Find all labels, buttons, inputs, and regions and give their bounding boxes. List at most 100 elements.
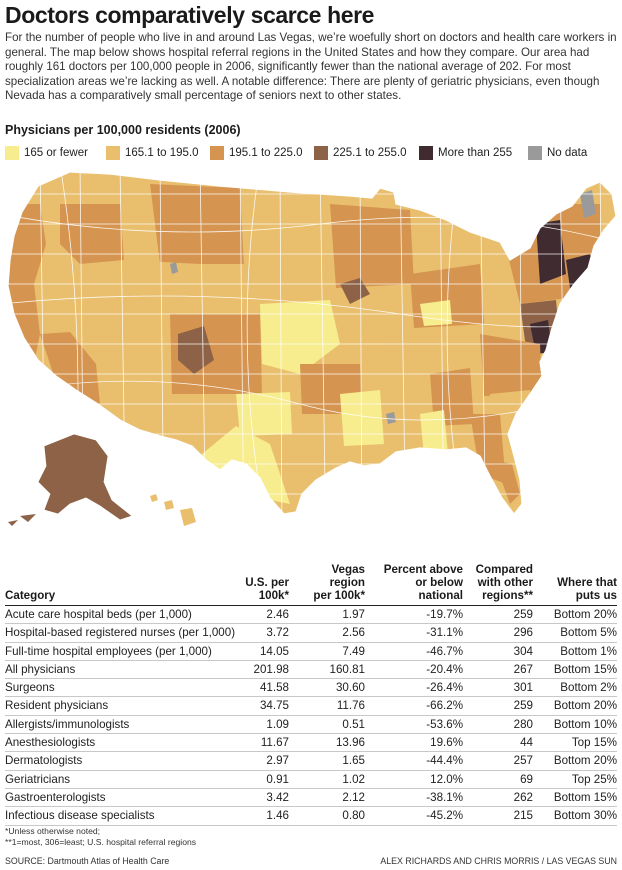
- cell-us: 41.58: [259, 681, 289, 695]
- legend-item-more-than-255: More than 255: [419, 145, 512, 161]
- cell-vegas: 2.56: [342, 626, 365, 640]
- cell-compared: 262: [513, 790, 533, 804]
- cell-vegas: 30.60: [335, 681, 365, 695]
- table-body: Acute care hospital beds (per 1,000) 2.46…: [5, 606, 617, 826]
- cell-where: Bottom 20%: [553, 754, 617, 768]
- cell-compared: 267: [513, 662, 533, 676]
- legend-item-165-195: 165.1 to 195.0: [106, 145, 199, 161]
- cell-category: Acute care hospital beds (per 1,000): [5, 608, 192, 621]
- cell-vegas: 1.97: [342, 608, 365, 621]
- legend-swatch: [210, 146, 224, 160]
- cell-compared: 304: [513, 644, 533, 658]
- cell-us: 11.67: [260, 736, 289, 750]
- cell-where: Bottom 15%: [553, 662, 617, 676]
- cell-percent: -19.7%: [426, 608, 463, 621]
- cell-compared: 301: [513, 681, 533, 695]
- cell-vegas: 0.51: [342, 717, 365, 731]
- cell-vegas: 13.96: [335, 736, 365, 750]
- legend-swatch: [419, 146, 433, 160]
- legend-label: No data: [547, 147, 588, 159]
- table-row: Full-time hospital employees (per 1,000)…: [5, 643, 617, 661]
- cell-compared: 259: [513, 699, 533, 713]
- cell-category: Full-time hospital employees (per 1,000): [5, 644, 212, 658]
- legend-swatch: [106, 146, 120, 160]
- cell-us: 2.97: [266, 754, 289, 768]
- legend-item-no-data: No data: [528, 145, 587, 161]
- footnote: *Unless otherwise noted;: [5, 826, 101, 836]
- cell-vegas: 160.81: [329, 662, 365, 676]
- cell-percent: -38.1%: [426, 790, 463, 804]
- cell-percent: -20.4%: [426, 662, 463, 676]
- hospital-referral-region-map: [0, 164, 622, 548]
- cell-compared: 280: [513, 717, 533, 731]
- cell-category: Surgeons: [5, 681, 55, 695]
- legend-swatch: [5, 146, 19, 160]
- cell-percent: -45.2%: [426, 809, 463, 823]
- cell-vegas: 1.65: [342, 754, 365, 768]
- legend-item-165-or-fewer: 165 or fewer: [5, 145, 88, 161]
- cell-us: 1.09: [266, 717, 289, 731]
- cell-us: 1.46: [266, 809, 289, 823]
- cell-percent: 19.6%: [430, 736, 463, 750]
- cell-where: Bottom 1%: [560, 644, 617, 658]
- cell-where: Top 15%: [571, 736, 617, 750]
- cell-vegas: 7.49: [342, 644, 365, 658]
- legend-label: 225.1 to 255.0: [333, 147, 407, 159]
- header-vegas: Vegas region per 100k*: [313, 563, 365, 602]
- cell-where: Bottom 20%: [553, 608, 617, 621]
- hawaii: [150, 494, 196, 526]
- cell-compared: 257: [513, 754, 533, 768]
- header-percent: Percent above or below national: [383, 563, 463, 602]
- cell-category: All physicians: [5, 662, 76, 676]
- legend-label: 165 or fewer: [24, 147, 88, 159]
- legend: 165 or fewer 165.1 to 195.0 195.1 to 225…: [5, 145, 617, 161]
- cell-percent: -66.2%: [426, 699, 463, 713]
- cell-category: Anesthesiologists: [5, 736, 96, 750]
- cell-where: Bottom 15%: [553, 790, 617, 804]
- cell-us: 14.05: [259, 644, 289, 658]
- cell-category: Gastroenterologists: [5, 790, 106, 804]
- cell-where: Top 25%: [571, 772, 617, 786]
- cell-us: 201.98: [253, 662, 289, 676]
- cell-where: Bottom 2%: [560, 681, 617, 695]
- table-row: Resident physicians 34.75 11.76 -66.2% 259 Bo…: [5, 697, 617, 716]
- cell-vegas: 2.12: [342, 790, 365, 804]
- table-row: Anesthesiologists 11.67 13.96 19.6% 44 Top 15…: [5, 734, 617, 753]
- legend-swatch: [314, 146, 328, 160]
- cell-percent: 12.0%: [430, 772, 463, 786]
- legend-label: More than 255: [438, 147, 513, 159]
- cell-us: 3.42: [266, 790, 289, 804]
- table-row: Infectious disease specialists 1.46 0.80 -4…: [5, 807, 617, 826]
- cell-compared: 215: [513, 809, 533, 823]
- legend-title: Physicians per 100,000 residents (2006): [5, 123, 241, 137]
- headline: Doctors comparatively scarce here: [5, 2, 375, 28]
- health-care-comparison-table: Category U.S. per 100k* Vegas region per 10…: [5, 556, 617, 826]
- us-map-svg: [7, 171, 617, 526]
- cell-compared: 44: [520, 736, 533, 750]
- cell-us: 2.46: [266, 608, 289, 621]
- table-row: Acute care hospital beds (per 1,000) 2.46…: [5, 606, 617, 625]
- cell-percent: -26.4%: [426, 681, 463, 695]
- cell-category: Geriatricians: [5, 772, 71, 786]
- cell-where: Bottom 30%: [553, 809, 617, 823]
- cell-category: Allergists/immunologists: [5, 717, 130, 731]
- table-header: Category U.S. per 100k* Vegas region per 10…: [5, 556, 617, 606]
- table-row: Hospital-based registered nurses (per 1,…: [5, 624, 617, 643]
- intro-text: For the number of people who live in and…: [5, 31, 617, 103]
- legend-label: 195.1 to 225.0: [229, 147, 303, 159]
- cell-compared: 69: [520, 772, 533, 786]
- cell-category: Infectious disease specialists: [5, 809, 155, 823]
- legend-label: 165.1 to 195.0: [125, 147, 199, 159]
- cell-category: Hospital-based registered nurses (per 1,…: [5, 626, 236, 640]
- table-row: Allergists/immunologists 1.09 0.51 -53.6% 28…: [5, 716, 617, 735]
- cell-percent: -46.7%: [426, 644, 463, 658]
- legend-swatch: [528, 146, 542, 160]
- legend-item-225-255: 225.1 to 255.0: [314, 145, 407, 161]
- cell-compared: 296: [513, 626, 533, 640]
- source: SOURCE: Dartmouth Atlas of Health Care: [5, 856, 170, 866]
- footnote: **1=most, 306=least; U.S. hospital refer…: [5, 837, 197, 847]
- credit: ALEX RICHARDS AND CHRIS MORRIS / LAS VEG…: [380, 856, 617, 866]
- cell-compared: 259: [513, 608, 533, 621]
- table-row: All physicians 201.98 160.81 -20.4% 267 Botto…: [5, 661, 617, 680]
- cell-vegas: 11.76: [336, 699, 365, 713]
